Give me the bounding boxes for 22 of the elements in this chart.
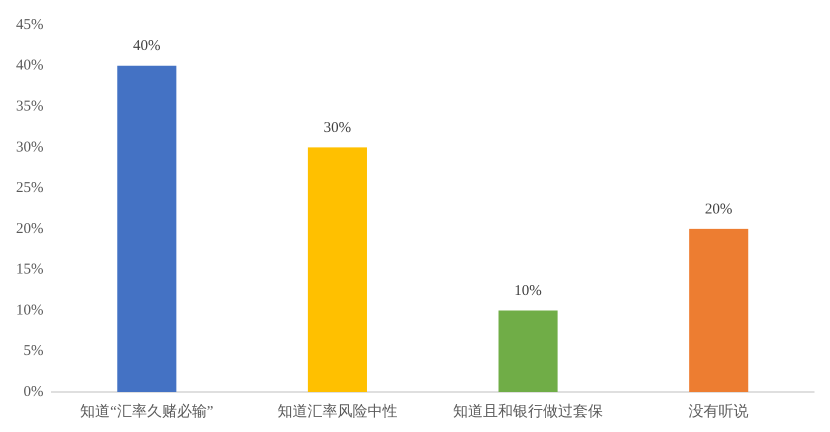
x-tick-label: 知道且和银行做过套保	[453, 402, 604, 420]
y-tick-label: 0%	[23, 384, 44, 400]
x-tick-label: 知道“汇率久赌必输”	[80, 402, 214, 420]
y-tick-label: 20%	[16, 220, 44, 237]
data-label: 10%	[514, 282, 542, 299]
y-tick-label: 35%	[16, 98, 44, 114]
x-tick-label: 知道汇率风险中性	[277, 402, 398, 420]
bar	[498, 310, 558, 392]
y-tick-label: 15%	[16, 262, 44, 278]
bar	[689, 228, 748, 392]
bar	[117, 66, 176, 392]
y-tick-label: 10%	[16, 302, 44, 318]
y-tick-label: 40%	[16, 58, 44, 74]
x-tick-label: 没有听说	[688, 402, 749, 420]
y-tick-label: 30%	[16, 139, 44, 156]
y-tick-label: 25%	[16, 180, 44, 196]
data-label: 30%	[324, 120, 352, 136]
y-tick-label: 45%	[16, 16, 44, 33]
bar	[308, 147, 367, 392]
data-label: 20%	[704, 201, 732, 218]
y-tick-label: 5%	[23, 343, 44, 360]
data-label: 40%	[133, 38, 161, 54]
